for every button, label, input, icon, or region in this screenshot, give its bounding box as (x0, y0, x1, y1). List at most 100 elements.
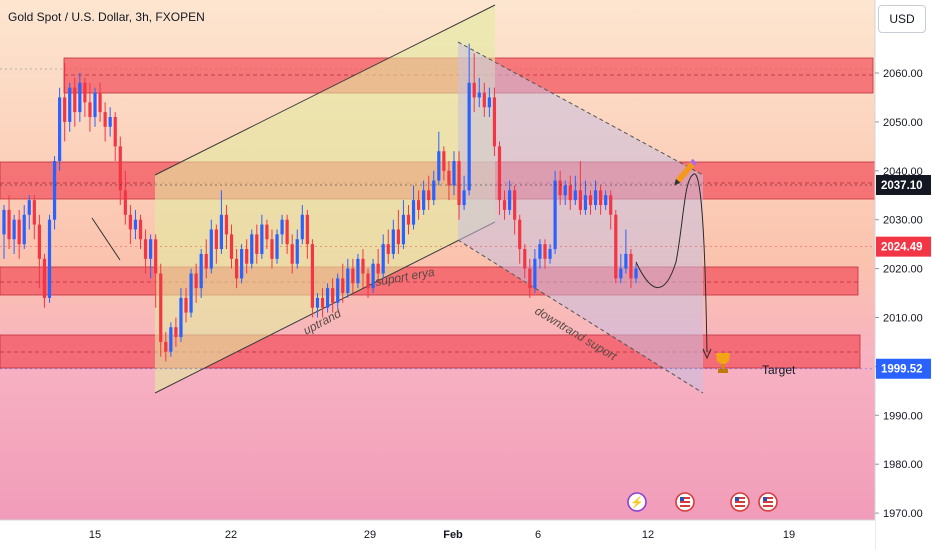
currency-selector[interactable]: USD (878, 5, 926, 33)
trophy-stem (721, 364, 725, 369)
flag-canton (680, 497, 684, 501)
candle-body (381, 244, 385, 274)
candle (432, 170, 436, 206)
candle (573, 175, 577, 206)
x-tick-label: 22 (225, 529, 237, 541)
candle-body (305, 214, 309, 245)
candle (599, 185, 603, 215)
candle-body (22, 214, 26, 245)
candle (305, 209, 309, 259)
flag-stripe (680, 501, 690, 503)
candle (366, 268, 370, 298)
candle-body (508, 190, 512, 210)
candle-body (78, 82, 82, 113)
candle (477, 77, 481, 108)
candle-body (467, 82, 471, 191)
candle (624, 229, 628, 274)
candle-body (422, 190, 426, 210)
pencil-eraser (690, 158, 698, 166)
candle-body (234, 258, 239, 279)
candle-body (83, 82, 87, 103)
candle-body (361, 258, 365, 274)
candle-body (396, 229, 400, 245)
candle-body (179, 297, 183, 338)
candle-body (593, 190, 598, 206)
us-flag-event-icon (758, 492, 778, 512)
candle (437, 131, 441, 186)
candle (502, 190, 507, 220)
candle-body (255, 234, 259, 254)
candle-body (42, 258, 47, 298)
candle (629, 249, 633, 289)
candle (184, 288, 188, 323)
price-label: 2037.10 (881, 180, 923, 192)
candle (487, 87, 491, 118)
y-tick-label: 1980.00 (883, 459, 923, 471)
candle (224, 205, 229, 250)
price-label: 1999.52 (881, 364, 923, 376)
candle-body (68, 87, 72, 122)
candle-body (204, 253, 208, 269)
candle-body (548, 249, 552, 259)
candle-body (7, 209, 11, 240)
trophy-icon (716, 353, 730, 373)
candle-body (462, 190, 466, 206)
candle (280, 214, 284, 245)
candle-body (2, 209, 6, 235)
candle (578, 161, 582, 215)
candle (7, 195, 11, 250)
annotation-target: Target (762, 363, 796, 377)
candle (260, 214, 264, 259)
candle-body (214, 229, 218, 250)
candle (447, 161, 451, 201)
candle (331, 278, 335, 313)
candle (295, 229, 299, 269)
candle (32, 195, 36, 240)
candle (219, 190, 224, 254)
candle (513, 185, 517, 235)
candle (310, 239, 315, 318)
candle-body (73, 87, 77, 113)
candle-body (310, 244, 315, 308)
candle-body (624, 253, 628, 269)
candle (609, 190, 613, 230)
candle-body (260, 224, 264, 254)
candle-body (17, 219, 21, 245)
candle (52, 156, 57, 230)
candle (270, 229, 274, 269)
candle-body (376, 263, 380, 274)
candle (416, 190, 421, 220)
event-marker (627, 492, 647, 512)
candle (93, 87, 97, 127)
candle-body (497, 146, 502, 201)
candle-body (588, 195, 593, 206)
candle-body (447, 170, 451, 186)
candle (538, 239, 542, 269)
candle (37, 214, 41, 289)
candle-body (108, 117, 112, 127)
candle-body (199, 253, 203, 289)
candle (411, 185, 416, 230)
candle (406, 205, 411, 235)
trophy-cup (716, 353, 730, 364)
candle-body (492, 97, 497, 147)
candle (22, 205, 26, 250)
candle-body (427, 190, 431, 201)
candle (442, 146, 446, 181)
candle (245, 239, 249, 274)
candle-body (599, 190, 603, 206)
candle-body (143, 239, 148, 259)
candle-body (558, 180, 562, 196)
candle-body (523, 249, 527, 269)
candle-body (209, 229, 213, 269)
candle-body (154, 239, 158, 274)
candle-body (442, 151, 446, 171)
candle (128, 205, 132, 245)
candle-body (280, 219, 284, 235)
candle-body (93, 92, 97, 118)
flag-canton (735, 497, 739, 501)
candle (255, 224, 259, 264)
candle (159, 263, 163, 357)
